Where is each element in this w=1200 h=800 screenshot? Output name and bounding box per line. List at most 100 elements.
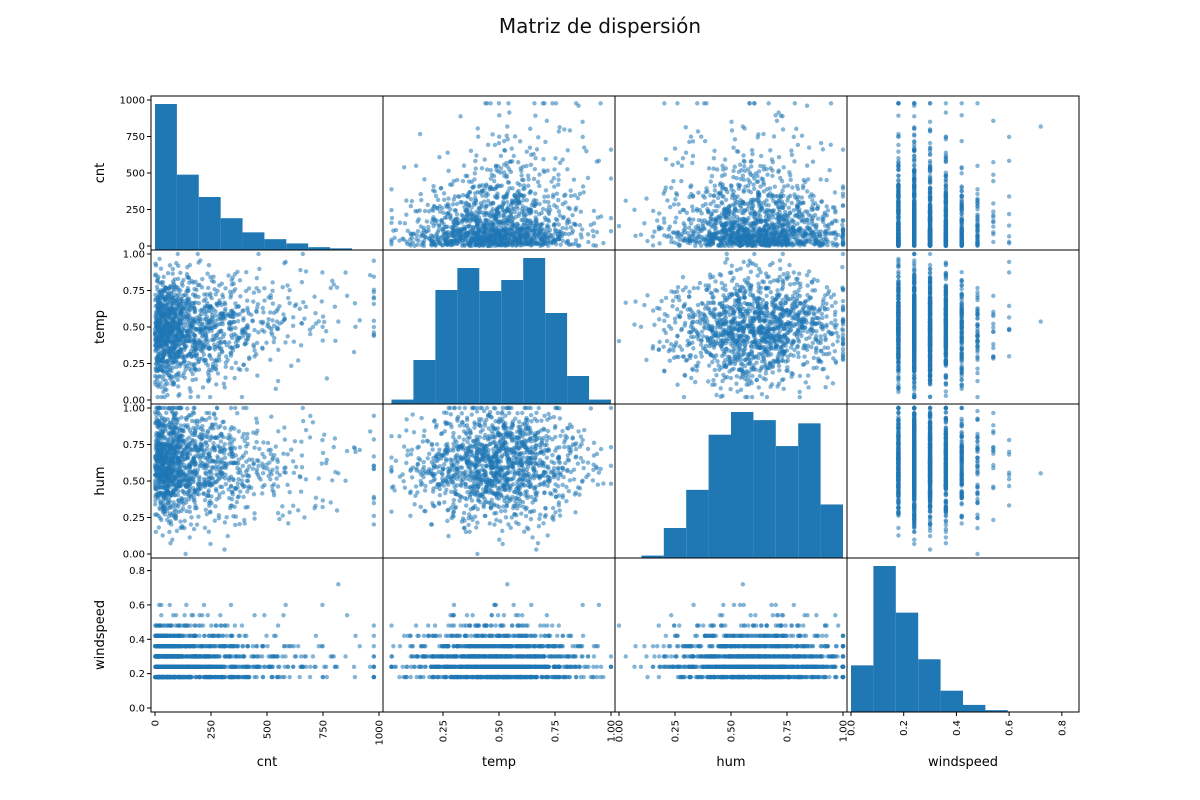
scatter-point-cnt-vs-hum [790,243,795,248]
scatter-point-cnt-vs-temp [422,208,428,214]
scatter-point-cnt-vs-hum [677,242,682,248]
scatter-point-cnt-vs-temp [535,240,540,245]
scatter-point-cnt-vs-temp [543,139,548,145]
scatter-point-cnt-vs-windspeed [927,101,933,106]
scatter-point-cnt-vs-temp [533,209,538,215]
scatter-point-cnt-vs-temp [608,176,614,181]
scatter-point-cnt-vs-hum [721,194,726,199]
scatter-point-cnt-vs-windspeed [959,101,964,106]
scatter-point-cnt-vs-hum [742,164,747,169]
scatter-point-cnt-vs-temp [560,238,566,243]
scatter-point-temp-vs-cnt [162,394,167,400]
scatter-point-cnt-vs-hum [723,222,729,228]
scatter-point-cnt-vs-temp [483,241,488,246]
scatter-point-cnt-vs-windspeed [927,140,933,146]
scatter-point-cnt-vs-temp [546,243,551,248]
scatter-point-cnt-vs-temp [504,174,509,180]
scatter-point-temp-vs-cnt [320,270,325,275]
scatter-point-cnt-vs-temp [494,230,499,236]
scatter-point-cnt-vs-temp [535,227,541,232]
scatter-point-cnt-vs-temp [492,178,497,184]
scatter-point-temp-vs-cnt [226,273,231,278]
scatter-point-cnt-vs-windspeed [991,118,996,123]
scatter-point-cnt-vs-hum [686,217,692,222]
scatter-point-cnt-vs-temp [484,212,489,217]
scatter-point-cnt-vs-hum [785,183,791,188]
scatter-point-cnt-vs-temp [389,187,394,192]
scatter-point-cnt-vs-hum [770,160,776,165]
scatter-point-cnt-vs-hum [657,241,662,246]
scatter-point-cnt-vs-temp [527,190,532,196]
scatter-point-cnt-vs-temp [444,211,450,217]
scatter-point-cnt-vs-hum [731,174,736,180]
scatter-point-cnt-vs-hum [774,118,780,123]
scatter-point-cnt-vs-hum [723,197,729,203]
scatter-point-cnt-vs-temp [428,242,434,247]
scatter-point-cnt-vs-temp [566,231,572,237]
scatter-point-temp-vs-cnt [232,375,237,381]
scatter-point-cnt-vs-hum [756,199,761,204]
scatter-point-cnt-vs-hum [691,217,696,222]
scatter-point-cnt-vs-hum [690,204,695,209]
scatter-point-cnt-vs-temp [568,193,574,199]
scatter-point-cnt-vs-temp [510,241,516,246]
scatter-point-cnt-vs-hum [711,156,717,161]
scatter-point-cnt-vs-hum [752,230,757,236]
scatter-point-cnt-vs-windspeed [927,190,933,196]
scatter-point-cnt-vs-temp [504,199,510,205]
scatter-point-cnt-vs-hum [765,172,770,177]
scatter-point-cnt-vs-temp [476,184,482,189]
scatter-point-cnt-vs-hum [690,194,696,199]
scatter-point-cnt-vs-temp [525,173,531,178]
scatter-point-cnt-vs-temp [553,216,559,222]
scatter-point-cnt-vs-temp [490,222,495,227]
scatter-point-temp-vs-cnt [245,308,250,313]
scatter-point-cnt-vs-hum [781,184,787,189]
scatter-point-cnt-vs-temp [573,238,579,243]
scatter-point-temp-vs-cnt [254,275,260,281]
scatter-point-cnt-vs-temp [565,167,570,172]
scatter-point-cnt-vs-hum [763,234,768,240]
scatter-point-cnt-vs-windspeed [927,205,933,210]
scatter-point-cnt-vs-hum [731,239,737,245]
scatter-point-cnt-vs-hum [758,153,764,159]
scatter-point-cnt-vs-hum [830,240,835,245]
scatter-point-cnt-vs-temp [547,207,553,213]
scatter-point-cnt-vs-hum [734,149,740,154]
scatter-point-cnt-vs-hum [671,202,677,207]
scatter-point-cnt-vs-temp [560,225,565,231]
scatter-point-cnt-vs-temp [500,204,505,209]
scatter-point-cnt-vs-hum [779,230,784,236]
scatter-point-cnt-vs-temp [551,192,556,198]
scatter-point-cnt-vs-hum [650,243,656,248]
scatter-point-cnt-vs-hum [732,219,738,225]
scatter-point-cnt-vs-temp [498,166,504,171]
scatter-point-cnt-vs-windspeed [896,134,901,139]
scatter-point-cnt-vs-windspeed [927,152,933,158]
scatter-point-temp-vs-cnt [167,263,173,268]
scatter-point-cnt-vs-temp [450,202,456,207]
scatter-point-temp-vs-cnt [320,314,326,319]
scatter-point-cnt-vs-temp [397,238,402,243]
scatter-point-cnt-vs-temp [557,213,563,218]
scatter-point-cnt-vs-temp [556,222,561,227]
scatter-point-cnt-vs-hum [753,171,759,176]
scatter-point-temp-vs-cnt [161,274,166,279]
scatter-point-cnt-vs-hum [688,221,694,226]
scatter-point-cnt-vs-hum [720,163,725,168]
scatter-point-cnt-vs-temp [441,210,446,216]
scatter-point-cnt-vs-hum [723,186,728,192]
scatter-point-cnt-vs-hum [823,235,828,240]
scatter-point-cnt-vs-hum [755,135,760,140]
scatter-point-cnt-vs-temp [468,148,474,153]
scatter-point-cnt-vs-temp [509,228,514,233]
scatter-point-cnt-vs-temp [549,233,554,238]
scatter-point-cnt-vs-temp [542,199,547,204]
scatter-point-cnt-vs-windspeed [927,177,933,182]
scatter-point-temp-vs-cnt [223,364,228,369]
scatter-point-cnt-vs-hum [674,192,680,198]
scatter-point-cnt-vs-hum [773,113,778,118]
scatter-point-cnt-vs-temp [520,164,526,169]
scatter-point-cnt-vs-temp [421,241,426,246]
scatter-point-cnt-vs-temp [454,211,460,217]
